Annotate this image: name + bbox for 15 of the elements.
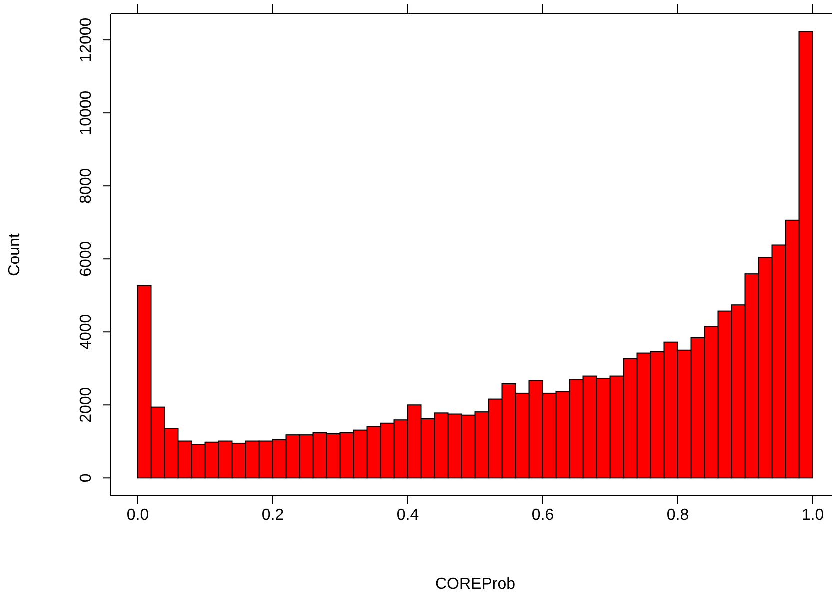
y-tick-label: 6000: [78, 241, 95, 277]
x-axis-title: COREProb: [435, 576, 516, 593]
x-tick-label: 0.0: [126, 507, 150, 524]
x-tick-label: 0.6: [532, 507, 554, 524]
y-tick-label: 0: [78, 474, 95, 483]
y-tick-label: 12000: [78, 18, 95, 62]
y-tick-label: 4000: [78, 314, 95, 350]
y-tick-label: 10000: [78, 90, 95, 136]
x-tick-label: 1.0: [802, 507, 824, 524]
x-tick-label: 0.2: [262, 507, 284, 524]
y-tick-label: 8000: [78, 168, 95, 204]
x-tick-label: 0.4: [396, 507, 420, 524]
y-tick-label: 2000: [78, 387, 95, 423]
x-tick-label: 0.8: [666, 507, 690, 524]
y-axis-title: Count: [6, 233, 24, 276]
